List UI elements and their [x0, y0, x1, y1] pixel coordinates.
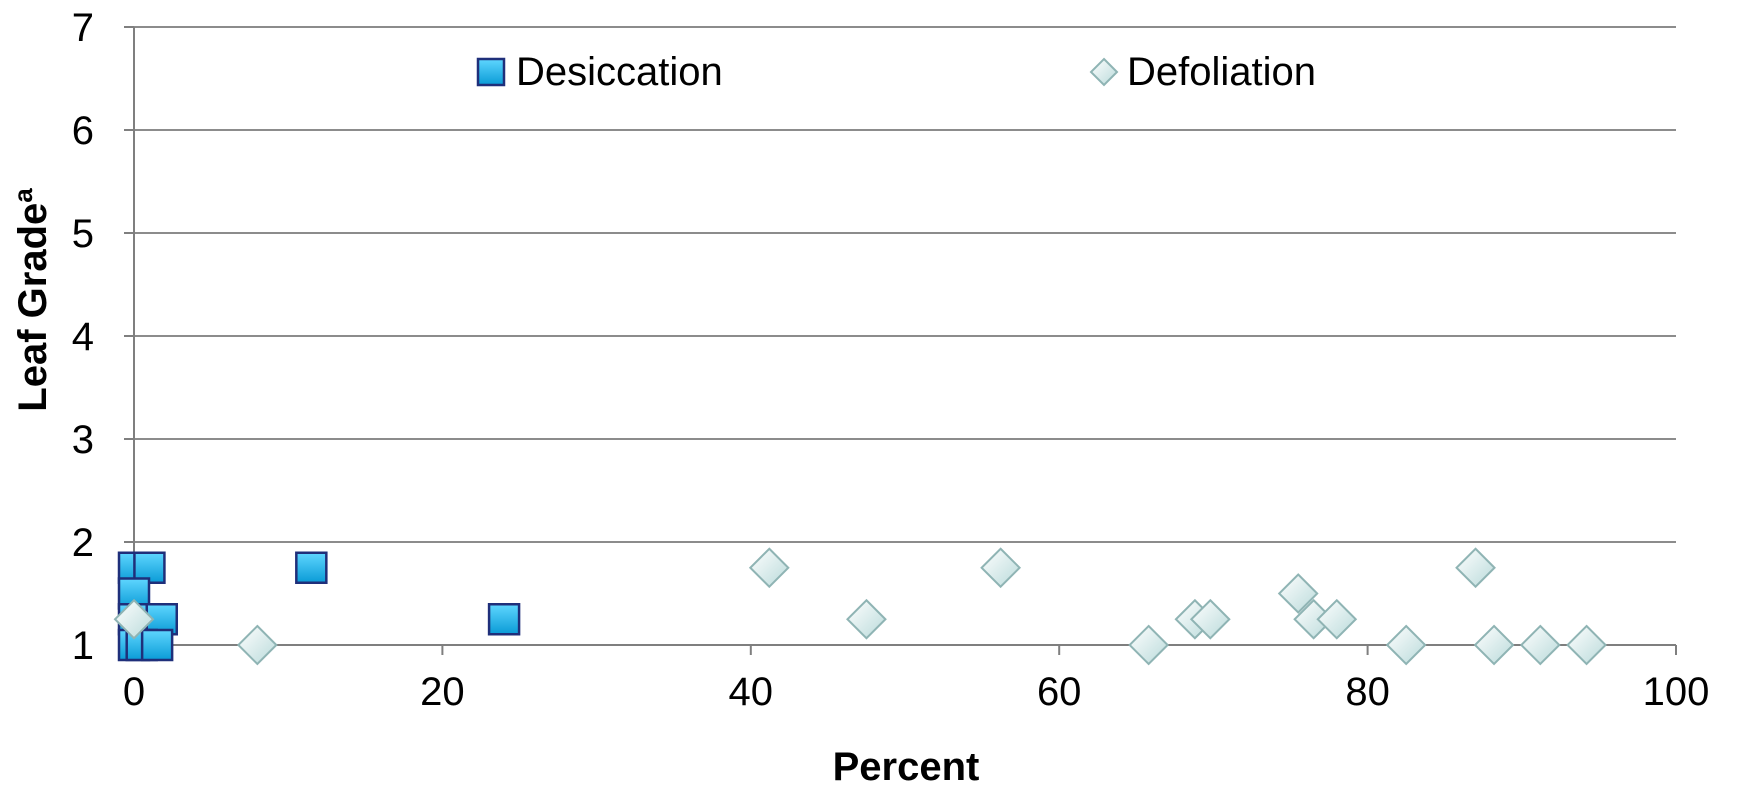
y-tick-label-3: 3	[72, 418, 94, 462]
x-tick-label-20: 20	[420, 670, 465, 714]
defoliation-point-3	[846, 598, 887, 640]
defoliation-point-2	[748, 547, 790, 589]
axes	[133, 27, 1677, 655]
defoliation-point-12	[1455, 547, 1496, 589]
y-tick-label-1: 1	[72, 624, 94, 668]
legend-label-defoliation: Defoliation	[1127, 50, 1316, 94]
defoliation-point-10	[1316, 598, 1358, 640]
y-tick-label-5: 5	[72, 212, 94, 256]
y-tick-label-2: 2	[72, 521, 94, 565]
legend-marker-square	[476, 57, 506, 87]
defoliation-point-13	[1473, 624, 1515, 666]
defoliation-point-14	[1519, 624, 1561, 666]
legend-item-desiccation: Desiccation	[476, 50, 723, 94]
y-tick-label-7: 7	[72, 6, 94, 50]
series-desiccation	[117, 551, 521, 662]
series-defoliation	[113, 547, 1607, 666]
y-tick-labels: 1 2 3 4 5 6 7	[72, 6, 94, 668]
x-axis-title: Percent	[833, 745, 980, 787]
y-axis-title-superscript: a	[8, 188, 38, 203]
desiccation-point-7	[140, 628, 174, 662]
y-tick-label-6: 6	[72, 109, 94, 153]
defoliation-point-0	[113, 598, 155, 640]
legend-item-defoliation: Defoliation	[1089, 50, 1316, 94]
legend-marker-diamond	[1089, 57, 1119, 87]
desiccation-point-9	[487, 603, 521, 636]
defoliation-point-4	[980, 547, 1022, 589]
x-tick-label-100: 100	[1643, 670, 1710, 714]
legend-label-desiccation: Desiccation	[516, 50, 723, 94]
x-tick-label-80: 80	[1345, 670, 1390, 714]
x-tick-label-0: 0	[123, 670, 145, 714]
legend: Desiccation Defoliation	[476, 50, 1316, 94]
x-tick-label-40: 40	[729, 670, 774, 714]
x-tick-label-60: 60	[1037, 670, 1082, 714]
defoliation-point-15	[1566, 624, 1607, 666]
defoliation-point-11	[1385, 624, 1427, 666]
defoliation-point-7	[1189, 598, 1231, 640]
defoliation-point-5	[1128, 624, 1170, 666]
x-tick-labels: 0 20 40 60 80 100	[123, 670, 1710, 714]
y-axis-title: Leaf Gradea	[8, 188, 55, 412]
y-tick-label-4: 4	[72, 315, 94, 359]
defoliation-point-8	[1277, 573, 1319, 614]
desiccation-point-8	[295, 551, 328, 584]
y-axis-title-main: Leaf Grade	[11, 203, 55, 412]
data-points	[113, 547, 1607, 666]
defoliation-point-1	[236, 624, 278, 666]
gridlines	[124, 26, 1676, 646]
